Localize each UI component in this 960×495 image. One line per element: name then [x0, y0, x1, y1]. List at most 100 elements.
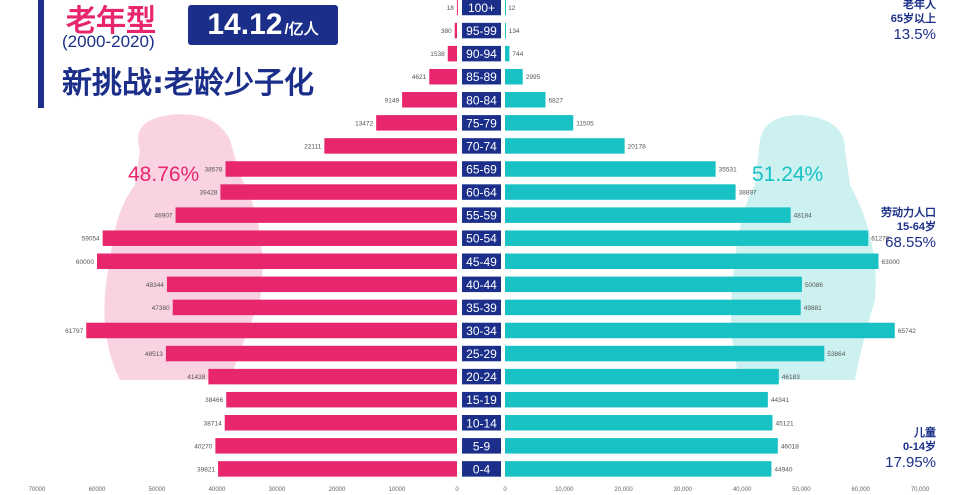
x-tick-label-left: 0: [455, 487, 459, 493]
age-group-label: 70-74: [466, 139, 497, 153]
x-tick-label-left: 20000: [329, 487, 346, 493]
female-bar: [376, 115, 457, 131]
male-value-label: 35531: [719, 166, 737, 173]
female-value-label: 47380: [152, 305, 170, 312]
children-share: 17.95%: [885, 454, 936, 471]
female-bar: [447, 45, 457, 62]
age-group-box: [462, 22, 501, 39]
x-tick-label-right: 70,000: [911, 487, 930, 493]
age-group-box: [462, 68, 501, 85]
female-value-label: 13472: [355, 120, 373, 127]
male-bar: [505, 438, 778, 454]
working-age-range: 15-64岁: [896, 221, 936, 233]
male-value-label: 46018: [781, 443, 799, 450]
female-value-label: 39821: [197, 466, 215, 473]
female-bar: [224, 415, 457, 431]
male-bar: [505, 299, 801, 316]
age-group-box: [462, 415, 501, 431]
female-value-label: 61797: [65, 328, 83, 335]
female-bar: [97, 253, 457, 270]
male-bar: [505, 322, 895, 339]
female-silhouette: [104, 114, 263, 381]
age-group-label: 60-64: [466, 186, 497, 200]
male-value-label: 49881: [804, 305, 822, 312]
subtitle: 新挑战:老龄少子化: [62, 66, 314, 101]
male-value-label: 61276: [871, 236, 889, 243]
age-group-label: 0-4: [473, 462, 491, 476]
x-tick-label-left: 70000: [29, 487, 46, 493]
female-bar: [225, 161, 457, 177]
age-group-label: 10-14: [466, 416, 497, 430]
female-bar: [165, 345, 457, 362]
male-bars: 12 134 744 2995 6827 11505 20178 35531 38897 4818…: [505, 0, 916, 477]
elderly-group-label: 老年人 65岁以上 13.5%: [891, 0, 936, 44]
male-bar: [505, 161, 716, 177]
male-bar: [505, 461, 772, 477]
male-bar: [505, 368, 779, 385]
female-bar: [429, 68, 457, 85]
female-value-label: 380: [441, 28, 452, 35]
female-value-label: 41438: [187, 374, 205, 381]
female-bar: [402, 92, 457, 108]
age-group-label: 95-99: [466, 24, 497, 38]
society-type-title: 老年型: [66, 4, 156, 39]
children-title: 儿童: [914, 427, 936, 439]
age-group-box: [462, 322, 501, 339]
working-title: 劳动力人口: [881, 207, 936, 219]
male-bar: [505, 115, 574, 131]
x-tick-label-right: 60,000: [852, 487, 871, 493]
x-tick-label-left: 50000: [149, 487, 166, 493]
female-value-label: 39428: [199, 190, 217, 197]
age-group-label: 5-9: [473, 439, 491, 453]
age-group-label: 45-49: [466, 255, 497, 269]
age-group-box: [462, 0, 501, 16]
elderly-title: 老年人: [903, 0, 936, 11]
x-tick-label-left: 60000: [89, 487, 106, 493]
age-group-box: [462, 207, 501, 223]
male-value-label: 134: [509, 28, 520, 35]
female-bar: [215, 438, 457, 454]
female-value-label: 46907: [154, 213, 172, 220]
age-group-label: 50-54: [466, 232, 497, 246]
female-value-label: 38466: [205, 397, 223, 404]
male-value-label: 12: [508, 5, 516, 12]
female-value-label: 48513: [145, 351, 163, 358]
working-share: 68.55%: [885, 234, 936, 251]
x-tick-label-left: 30000: [269, 487, 286, 493]
x-tick-label-right: 50,000: [792, 487, 811, 493]
male-value-label: 38897: [739, 190, 757, 197]
age-group-label: 85-89: [466, 70, 497, 84]
age-group-label: 35-39: [466, 301, 497, 315]
age-group-box: [462, 184, 501, 200]
female-value-label: 1538: [430, 51, 445, 58]
male-value-label: 11505: [576, 120, 594, 127]
children-age-range: 0-14岁: [902, 441, 936, 453]
male-value-label: 44940: [774, 466, 792, 473]
x-tick-label-right: 20,000: [614, 487, 633, 493]
male-value-label: 2995: [526, 74, 541, 81]
year-range: (2000-2020): [62, 32, 155, 51]
x-tick-label-left: 10000: [389, 487, 406, 493]
female-bar: [172, 299, 457, 316]
female-bar: [456, 0, 458, 16]
female-value-label: 38578: [204, 166, 222, 173]
female-bar: [324, 138, 457, 154]
female-value-label: 38714: [204, 420, 222, 427]
female-bars: 18 380 1538 4621 9149 13472 22111 38578 39428 469…: [65, 0, 458, 477]
male-value-label: 20178: [628, 143, 646, 150]
male-value-label: 6827: [548, 97, 563, 104]
female-value-label: 4621: [412, 74, 427, 81]
age-group-box: [462, 115, 501, 131]
female-bar: [226, 391, 457, 408]
elderly-age-range: 65岁以上: [890, 13, 936, 25]
female-value-label: 60000: [76, 259, 94, 266]
male-value-label: 44341: [771, 397, 789, 404]
age-group-labels: 100+ 95-99 90-94 85-89 80-84 75-79 70-74 65-69 6…: [462, 0, 501, 477]
male-value-label: 744: [512, 51, 523, 58]
male-bar: [505, 253, 879, 270]
age-group-box: [462, 230, 501, 246]
age-group-box: [462, 391, 501, 408]
female-value-label: 48344: [146, 282, 164, 289]
female-bar: [102, 230, 458, 246]
